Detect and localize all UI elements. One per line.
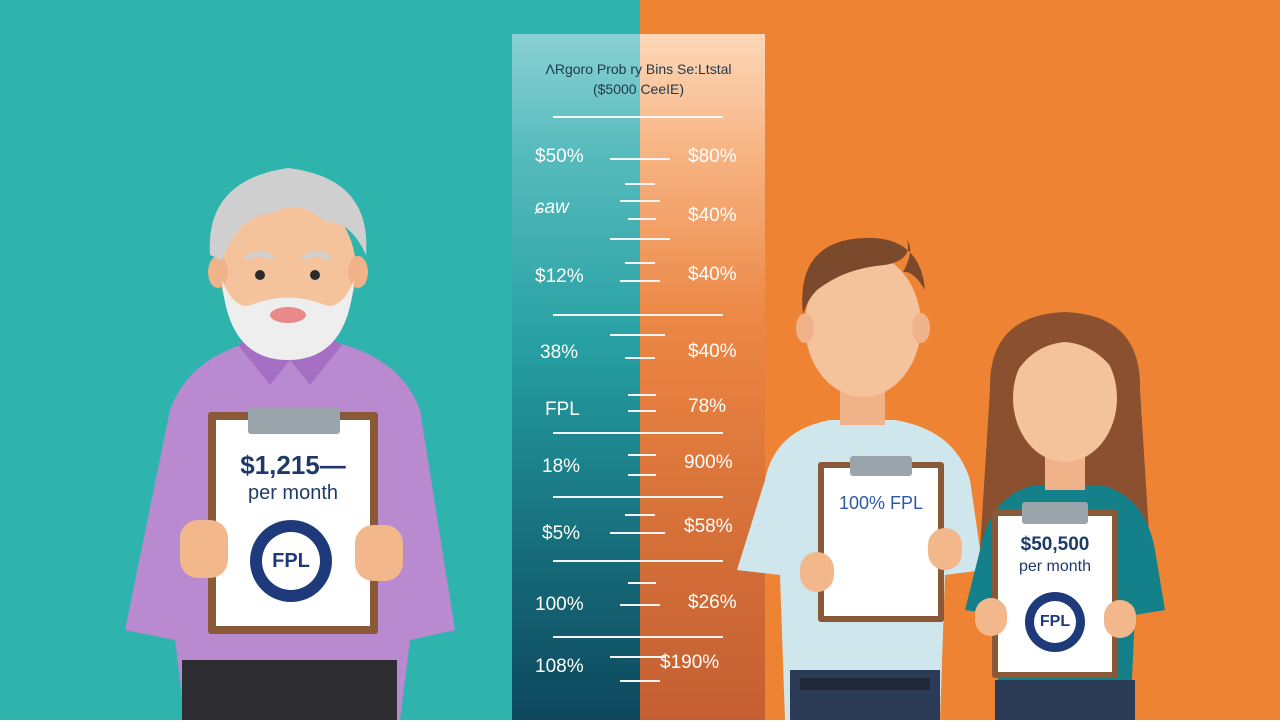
- scale-left-half: [512, 34, 640, 720]
- scale-tick: [620, 680, 660, 682]
- clip-icon: [850, 456, 912, 476]
- scale-tick: [553, 116, 723, 118]
- scale-left-label: FPL: [545, 399, 580, 420]
- scale-tick: [628, 410, 656, 412]
- elder-left-hand: [180, 520, 228, 578]
- elder-card-amount: $1,215—: [240, 450, 346, 480]
- young-man-left-hand: [800, 552, 834, 592]
- clip-icon: [1022, 502, 1088, 524]
- scale-tick: [625, 262, 655, 264]
- scale-right-half: [640, 34, 765, 720]
- young-woman-right-hand: [1104, 600, 1136, 638]
- scale-left-label: 18%: [542, 456, 581, 477]
- scale-tick: [553, 636, 723, 638]
- scale-left-label: $50%: [535, 146, 584, 167]
- scale-left-label: ɕaw: [535, 197, 569, 218]
- scale-title: ɅRgoro Prob ry Bins Se:Ltstal: [545, 61, 732, 77]
- fpl-seal-icon: FPL: [1025, 592, 1085, 652]
- scale-right-label: $190%: [660, 652, 720, 673]
- elder-seal-text: FPL: [262, 532, 320, 590]
- young-woman-seal-text: FPL: [1034, 601, 1076, 643]
- scale-tick: [625, 183, 655, 185]
- scale-tick: [620, 200, 660, 202]
- scale-tick: [553, 496, 723, 498]
- scale-right-label: $40%: [688, 264, 737, 285]
- scale-tick: [610, 158, 670, 160]
- scale-left-label: 38%: [540, 342, 579, 363]
- scale-tick: [628, 394, 656, 396]
- scale-right-label: 78%: [688, 396, 727, 417]
- scale-tick: [610, 532, 665, 534]
- fpl-seal-icon: FPL: [250, 520, 332, 602]
- scale-right-label: $40%: [688, 341, 737, 362]
- elder-right-hand: [355, 525, 403, 581]
- scale-right-label: $80%: [688, 146, 737, 167]
- young-woman-left-hand: [975, 598, 1007, 636]
- scale-tick: [553, 560, 723, 562]
- scale-right-label: $40%: [688, 205, 737, 226]
- young-man-clipboard-paper: [824, 468, 938, 616]
- scale-tick: [610, 334, 665, 336]
- scale-tick: [625, 357, 655, 359]
- scale-right-label: $58%: [684, 516, 733, 537]
- scale-left-label: 108%: [535, 656, 584, 677]
- scale-tick: [628, 474, 656, 476]
- young-man-right-hand: [928, 528, 962, 570]
- scale-tick: [628, 582, 656, 584]
- scale-tick: [628, 454, 656, 456]
- scale-right-label: 900%: [684, 452, 733, 473]
- scale-tick: [620, 280, 660, 282]
- elder-card-period: per month: [247, 482, 339, 504]
- scale-left-label: 100%: [535, 594, 584, 615]
- scale-subtitle: ($5000 CeeIE): [592, 81, 685, 97]
- scale-right-label: $26%: [688, 592, 737, 613]
- scale-tick: [553, 432, 723, 434]
- scale-tick: [620, 604, 660, 606]
- scale-tick: [553, 314, 723, 316]
- young-woman-card-period: per month: [1018, 558, 1092, 575]
- clip-icon: [248, 408, 340, 434]
- scale-tick: [625, 514, 655, 516]
- income-scale-panel: ɅRgoro Prob ry Bins Se:Ltstal ($5000 Cee…: [512, 34, 765, 720]
- young-woman-card-amount: $50,500: [1020, 534, 1090, 555]
- scale-left-label: $5%: [542, 523, 581, 544]
- young-man-card-text: 100% FPL: [838, 493, 924, 513]
- scale-tick: [610, 656, 665, 658]
- scale-tick: [610, 238, 670, 240]
- scale-left-label: $12%: [535, 266, 584, 287]
- scale-tick: [628, 218, 656, 220]
